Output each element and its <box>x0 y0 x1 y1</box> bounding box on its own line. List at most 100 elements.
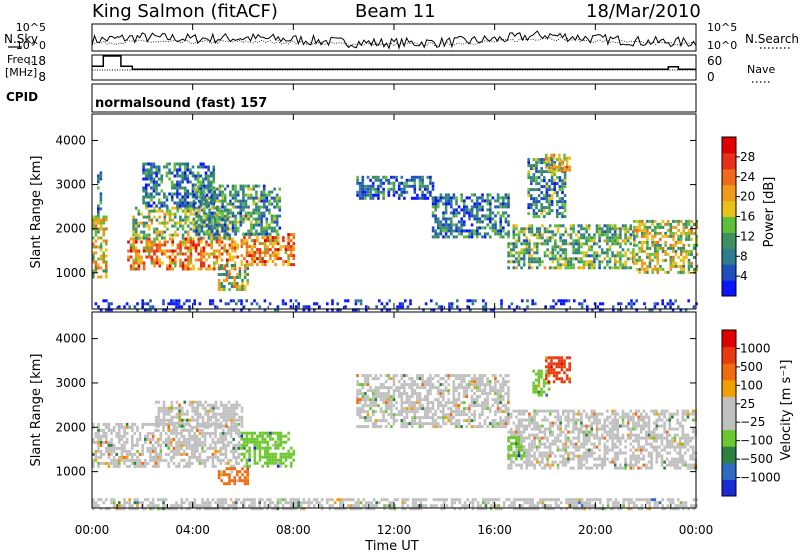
heat-cell <box>163 243 167 247</box>
heat-cell <box>418 181 422 185</box>
heat-cell <box>199 204 203 208</box>
heat-cell <box>270 229 274 233</box>
heat-cell <box>158 221 161 225</box>
heat-cell <box>685 252 688 256</box>
heat-cell <box>409 299 412 303</box>
heat-cell <box>244 232 248 236</box>
heat-cell <box>528 445 531 449</box>
noise-line <box>91 30 697 50</box>
heat-cell <box>563 176 567 180</box>
heat-cell <box>533 424 536 428</box>
heat-cell <box>219 452 222 456</box>
heat-cell <box>229 458 233 462</box>
heat-cell <box>189 243 193 247</box>
velocity-image <box>92 356 698 511</box>
heat-cell <box>170 455 173 459</box>
heat-cell <box>227 440 230 444</box>
heat-cell <box>515 424 518 428</box>
heat-cell <box>653 219 657 223</box>
heat-cell <box>410 425 414 429</box>
heat-cell <box>236 243 239 247</box>
heat-cell <box>140 212 143 216</box>
heat-cell <box>189 180 192 184</box>
heat-cell <box>606 227 609 231</box>
heat-cell <box>460 410 463 414</box>
heat-cell <box>646 225 649 229</box>
heat-cell <box>556 227 560 231</box>
heat-cell <box>512 433 516 437</box>
heat-cell <box>457 205 461 209</box>
heat-cell <box>289 455 293 459</box>
heat-cell <box>379 383 383 387</box>
heat-cell <box>593 239 596 243</box>
heat-cell <box>133 452 137 456</box>
heat-cell <box>557 299 560 303</box>
heat-cell <box>535 433 539 437</box>
heat-cell <box>530 266 534 270</box>
heat-cell <box>442 377 445 381</box>
heat-cell <box>183 428 186 432</box>
heat-cell <box>287 257 290 261</box>
heat-cell <box>102 428 105 432</box>
heat-cell <box>546 236 549 240</box>
heat-cell <box>522 227 526 231</box>
heat-cell <box>690 219 693 223</box>
heat-cell <box>223 193 227 197</box>
noise-panel: N.Sky 10^5 10^0 10^5 10^0 N.Search <box>4 21 799 52</box>
heat-cell <box>603 257 607 261</box>
heat-cell <box>149 455 152 459</box>
heat-cell <box>157 464 160 468</box>
heat-cell <box>535 424 539 428</box>
freq-label-2: [MHz] <box>5 66 37 79</box>
heat-cell <box>105 446 108 450</box>
heat-cell <box>619 251 622 255</box>
heat-cell <box>525 448 529 452</box>
heat-cell <box>220 288 223 291</box>
heat-cell <box>275 220 279 224</box>
heat-cell <box>99 192 103 196</box>
heat-cell <box>278 214 282 218</box>
heat-cell <box>177 461 181 465</box>
heat-cell <box>203 220 206 224</box>
heat-cell <box>387 181 391 185</box>
heat-cell <box>450 232 453 236</box>
heat-cell <box>653 240 657 244</box>
heat-cell <box>439 401 443 405</box>
heat-cell <box>460 377 463 381</box>
heat-cell <box>172 308 176 312</box>
heat-cell <box>374 401 378 405</box>
heat-cell <box>207 174 210 178</box>
heat-cell <box>266 260 270 264</box>
heat-cell <box>260 193 263 197</box>
heat-cell <box>197 218 200 222</box>
heat-cell <box>149 446 152 450</box>
heat-cell <box>499 223 502 227</box>
heat-cell <box>455 196 458 200</box>
heat-cell <box>669 267 673 271</box>
heat-cell <box>470 413 474 417</box>
heat-cell <box>197 227 200 231</box>
heat-cell <box>110 449 113 453</box>
heat-cell <box>177 452 181 456</box>
heat-cell <box>196 177 200 181</box>
heat-cell <box>545 156 548 160</box>
heat-cell <box>507 193 510 197</box>
heat-cell <box>247 193 250 197</box>
heat-cell <box>97 443 100 447</box>
heat-cell <box>390 404 393 408</box>
heat-cell <box>552 165 556 169</box>
heat-cell <box>390 175 393 179</box>
heat-cell <box>208 226 211 230</box>
heat-cell <box>671 308 675 312</box>
heat-cell <box>548 466 552 470</box>
heat-cell <box>384 401 388 405</box>
heat-cell <box>586 308 589 312</box>
heat-cell <box>423 196 427 200</box>
heat-cell <box>546 463 549 467</box>
heat-cell <box>369 398 372 402</box>
heat-cell <box>679 237 683 241</box>
heat-cell <box>548 409 552 413</box>
heat-cell <box>606 248 609 252</box>
heat-cell <box>533 442 536 446</box>
heat-cell <box>564 266 568 270</box>
